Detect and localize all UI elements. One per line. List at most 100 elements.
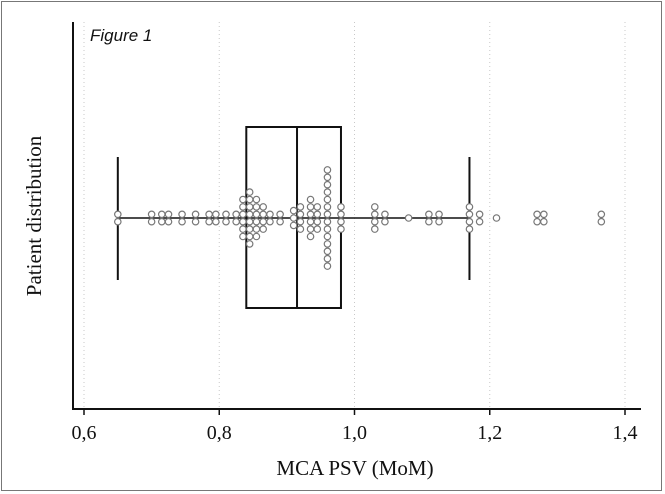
- data-point: [435, 210, 443, 219]
- data-point: [475, 217, 484, 226]
- data-point: [191, 210, 200, 219]
- data-point: [296, 217, 305, 226]
- data-point: [465, 203, 474, 211]
- data-point: [245, 240, 254, 248]
- data-point: [306, 217, 315, 226]
- data-point: [289, 221, 298, 230]
- data-point: [533, 217, 541, 226]
- data-point: [540, 210, 548, 219]
- data-point: [306, 210, 315, 219]
- x-tick-label: 1,2: [477, 422, 502, 444]
- data-point: [205, 217, 213, 226]
- data-point: [147, 217, 156, 226]
- data-point: [306, 195, 315, 204]
- data-point: [323, 203, 332, 211]
- data-point: [245, 195, 254, 204]
- data-point: [239, 217, 247, 226]
- data-point: [323, 166, 332, 174]
- data-point: [492, 214, 501, 222]
- data-point: [465, 210, 474, 219]
- data-point: [323, 180, 332, 189]
- data-point: [252, 210, 261, 219]
- data-point: [323, 247, 332, 256]
- data-point: [147, 210, 156, 219]
- data-point: [239, 210, 247, 219]
- data-point: [164, 217, 173, 226]
- data-point: [222, 217, 230, 226]
- data-point: [245, 203, 254, 211]
- data-point: [259, 225, 268, 233]
- data-point: [239, 203, 247, 211]
- x-axis-ticks: 0,6 0,8 1,0 1,2 1,4: [72, 409, 638, 444]
- x-tick-label: 1,0: [342, 422, 367, 444]
- data-point: [157, 217, 166, 226]
- data-point: [178, 217, 186, 226]
- data-point: [425, 210, 433, 219]
- data-point: [266, 210, 274, 219]
- data-point: [370, 225, 379, 233]
- data-point: [306, 203, 315, 211]
- y-axis-title: Patient distribution: [22, 135, 46, 296]
- data-point: [370, 203, 379, 211]
- data-point: [252, 195, 261, 204]
- data-point: [296, 210, 305, 219]
- data-point: [266, 217, 274, 226]
- data-point: [370, 210, 379, 219]
- data-point: [313, 225, 322, 233]
- x-axis-title: MCA PSV (MoM): [276, 456, 433, 480]
- data-point: [212, 217, 220, 226]
- data-point: [164, 210, 173, 219]
- data-point: [239, 232, 247, 241]
- data-point: [178, 210, 186, 219]
- x-tick-label: 1,4: [613, 422, 638, 444]
- data-point: [252, 203, 261, 211]
- data-point: [289, 206, 298, 215]
- data-point: [252, 217, 261, 226]
- data-point: [245, 225, 254, 233]
- data-point: [337, 225, 345, 233]
- data-point: [381, 217, 389, 226]
- data-point: [222, 210, 230, 219]
- data-point: [114, 217, 122, 226]
- data-point: [323, 232, 332, 241]
- data-point: [475, 210, 484, 219]
- data-point: [323, 225, 332, 233]
- data-point: [323, 254, 332, 263]
- data-point: [232, 217, 240, 226]
- grid-lines: [83, 22, 626, 409]
- data-point: [425, 217, 433, 226]
- data-point: [296, 203, 305, 211]
- data-point: [313, 203, 322, 211]
- data-point: [114, 210, 122, 219]
- data-point: [337, 217, 345, 226]
- data-point: [435, 217, 443, 226]
- data-point: [239, 225, 247, 233]
- data-point: [232, 210, 240, 219]
- data-point: [212, 210, 220, 219]
- data-point: [252, 225, 261, 233]
- x-tick-label: 0,8: [207, 422, 232, 444]
- data-point: [276, 217, 284, 226]
- data-point: [313, 210, 322, 219]
- data-point: [259, 217, 268, 226]
- data-point: [465, 217, 474, 226]
- data-point: [205, 210, 213, 219]
- data-point: [597, 217, 606, 226]
- data-point: [337, 203, 345, 211]
- data-point: [245, 210, 254, 219]
- data-point: [245, 232, 254, 241]
- data-point: [276, 210, 284, 219]
- data-point: [296, 225, 305, 233]
- data-point: [533, 210, 541, 219]
- data-point: [404, 214, 413, 222]
- data-point: [540, 217, 548, 226]
- data-point: [323, 240, 332, 248]
- data-point: [323, 262, 332, 270]
- data-point: [323, 210, 332, 219]
- data-point: [306, 232, 315, 241]
- data-point: [259, 203, 268, 211]
- data-point: [597, 210, 606, 219]
- data-point: [289, 214, 298, 222]
- data-point: [306, 225, 315, 233]
